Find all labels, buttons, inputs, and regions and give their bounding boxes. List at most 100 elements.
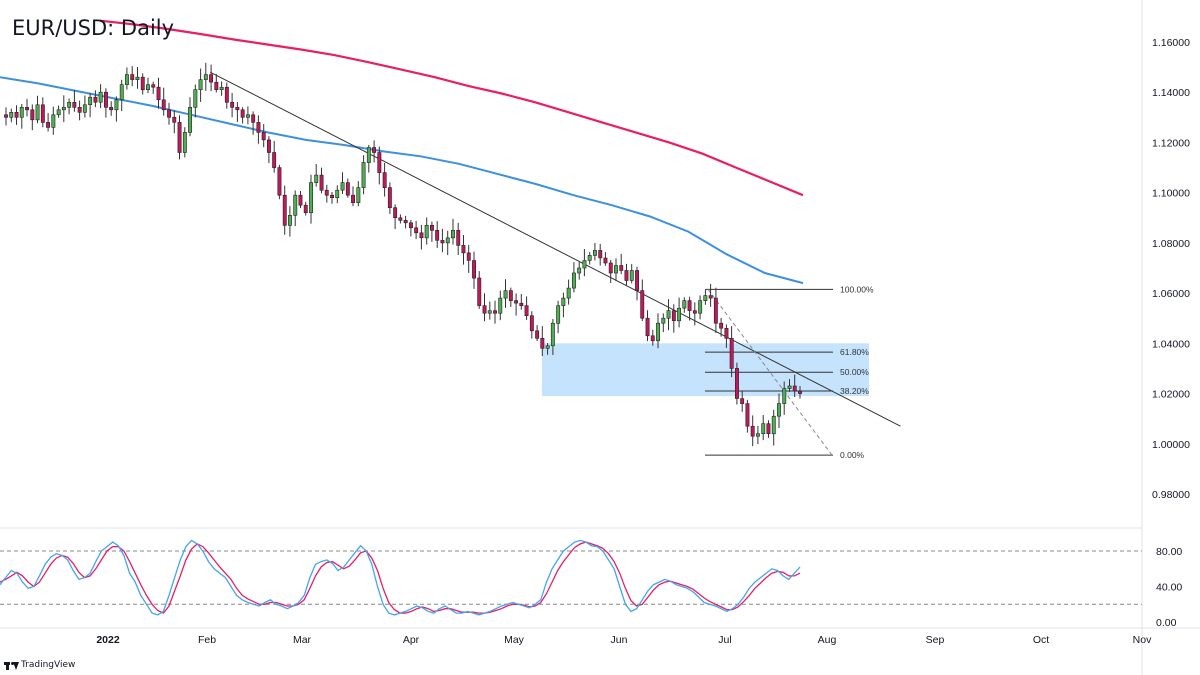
candle-body (293, 194, 298, 216)
ma-fast-line (0, 76, 804, 285)
candle-body (745, 403, 750, 427)
candle-body (51, 114, 56, 128)
candle-body (272, 152, 277, 168)
tradingview-brand[interactable]: TradingView (4, 660, 75, 670)
candle-body (419, 232, 424, 239)
candle-body (661, 317, 666, 324)
candle-body (345, 182, 350, 196)
time-axis-tick: Apr (403, 634, 420, 646)
candles (4, 62, 803, 447)
candle-body (540, 337, 545, 349)
trendline (209, 71, 901, 427)
stoch-axis-tick: 40.00 (1156, 582, 1182, 594)
candle-body (61, 107, 66, 111)
candle-body (230, 102, 235, 108)
fib-level-label: 38.20% (840, 386, 869, 396)
time-axis-tick: May (504, 634, 525, 646)
candle-body (608, 262, 613, 274)
candle-body (67, 102, 72, 108)
candle-body (324, 189, 329, 196)
candle-body (603, 257, 608, 264)
candle-body (35, 104, 40, 121)
candle-body (535, 330, 540, 339)
candle-body (235, 107, 240, 111)
time-axis-tick: Mar (293, 634, 312, 646)
fib-level-label: 100.00% (840, 284, 874, 294)
price-axis-tick: 1.14000 (1152, 87, 1190, 99)
candle-body (550, 322, 555, 347)
price-axis-tick: 1.10000 (1152, 188, 1190, 200)
candle-body (519, 302, 524, 307)
candle-body (461, 245, 466, 254)
candle-body (366, 147, 371, 163)
candle-body (340, 182, 345, 191)
candle-body (77, 107, 82, 113)
candle-body (440, 240, 445, 244)
candle-body (361, 162, 366, 188)
candle-body (209, 74, 213, 83)
candle-body (182, 132, 187, 153)
candle-body (82, 104, 87, 113)
candle-body (687, 300, 692, 311)
price-axis-tick: 1.08000 (1152, 238, 1190, 250)
candle-body (177, 122, 182, 153)
candle-body (619, 265, 624, 271)
candle-body (650, 335, 655, 342)
candle-body (246, 114, 250, 118)
candle-body (198, 79, 203, 90)
candle-body (677, 307, 682, 322)
candle-body (740, 398, 745, 404)
candle-body (703, 295, 708, 301)
candle-body (193, 89, 198, 108)
candle-body (251, 114, 256, 123)
candle-body (72, 102, 77, 108)
candle-body (592, 250, 597, 256)
candle-body (303, 204, 308, 213)
candle-body (493, 310, 497, 314)
candle-body (387, 187, 392, 209)
candle-body (146, 84, 150, 90)
time-axis-tick: Nov (1133, 634, 1152, 646)
candle-body (135, 76, 140, 80)
candle-body (25, 107, 29, 111)
brand-label: TradingView (21, 660, 76, 670)
candle-body (514, 300, 519, 304)
candle-body (445, 237, 450, 244)
candle-body (393, 207, 398, 218)
candle-body (140, 76, 145, 91)
candle-body (309, 182, 313, 214)
candle-body (161, 99, 166, 111)
candle-body (351, 194, 355, 203)
candle-body (14, 112, 19, 118)
price-axis-tick: 1.02000 (1152, 389, 1190, 401)
candle-body (666, 310, 671, 319)
candle-body (472, 260, 476, 279)
candle-body (656, 322, 661, 342)
candle-body (114, 99, 119, 111)
candle-body (571, 272, 576, 289)
candle-body (713, 297, 718, 324)
tradingview-logo-icon (4, 661, 19, 670)
candle-body (577, 267, 582, 274)
candle-body (766, 423, 771, 435)
candle-body (503, 290, 508, 299)
candle-body (398, 217, 403, 221)
time-axis-tick: Jul (718, 634, 731, 646)
candle-body (629, 270, 634, 281)
time-axis-tick: Oct (1033, 634, 1049, 646)
candle-body (277, 167, 282, 196)
candle-body (403, 220, 408, 224)
candle-body (256, 122, 261, 133)
candle-body (125, 74, 129, 85)
candle-body (19, 107, 24, 118)
candle-body (545, 345, 550, 349)
candle-body (330, 194, 334, 198)
candle-body (282, 194, 287, 226)
candle-body (761, 423, 766, 435)
candle-body (46, 122, 51, 128)
candle-body (88, 96, 93, 105)
candle-body (319, 174, 324, 191)
candle-body (450, 230, 455, 239)
candle-body (692, 310, 697, 314)
